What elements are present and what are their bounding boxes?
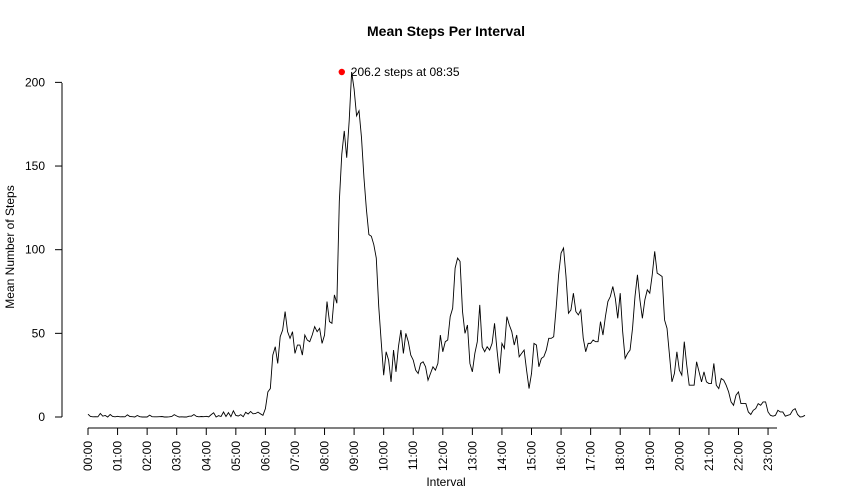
x-tick-label: 04:00: [199, 441, 213, 471]
x-tick-label: 15:00: [525, 441, 539, 471]
x-tick-label: 13:00: [465, 441, 479, 471]
x-tick-label: 09:00: [347, 441, 361, 471]
y-tick-label: 50: [32, 326, 46, 340]
chart-title: Mean Steps Per Interval: [367, 23, 525, 39]
x-tick-label: 17:00: [584, 441, 598, 471]
x-tick-label: 14:00: [495, 441, 509, 471]
x-tick-label: 06:00: [258, 441, 272, 471]
x-tick-label: 08:00: [318, 441, 332, 471]
x-tick-label: 02:00: [140, 441, 154, 471]
max-point-annotation: 206.2 steps at 08:35: [351, 65, 460, 79]
y-axis-label: Mean Number of Steps: [3, 185, 17, 308]
x-tick-label: 16:00: [554, 441, 568, 471]
x-tick-label: 11:00: [406, 441, 420, 470]
x-tick-label: 21:00: [702, 441, 716, 471]
x-tick-label: 10:00: [377, 441, 391, 471]
x-tick-label: 23:00: [761, 441, 775, 471]
x-tick-label: 18:00: [613, 441, 627, 471]
x-tick-label: 01:00: [111, 441, 125, 471]
series-line: [87, 71, 806, 418]
y-tick-label: 200: [25, 75, 45, 89]
y-tick-label: 0: [38, 410, 45, 424]
x-axis-label: Interval: [426, 475, 465, 489]
x-tick-label: 03:00: [170, 441, 184, 471]
x-tick-label: 05:00: [229, 441, 243, 471]
x-tick-label: 07:00: [288, 441, 302, 471]
x-tick-label: 00:00: [81, 441, 95, 471]
x-tick-label: 22:00: [731, 441, 745, 471]
x-tick-label: 12:00: [436, 441, 450, 471]
y-tick-label: 150: [25, 159, 45, 173]
y-tick-label: 100: [25, 243, 45, 257]
x-tick-label: 20:00: [672, 441, 686, 471]
max-point-marker: [338, 68, 345, 76]
y-ticks: 0 50 100 150 200: [25, 75, 62, 424]
x-tick-label: 19:00: [643, 441, 657, 471]
x-ticks: 00:00 01:00 02:00 03:00 04:00 05:00 06:00 07:00…: [81, 428, 775, 471]
